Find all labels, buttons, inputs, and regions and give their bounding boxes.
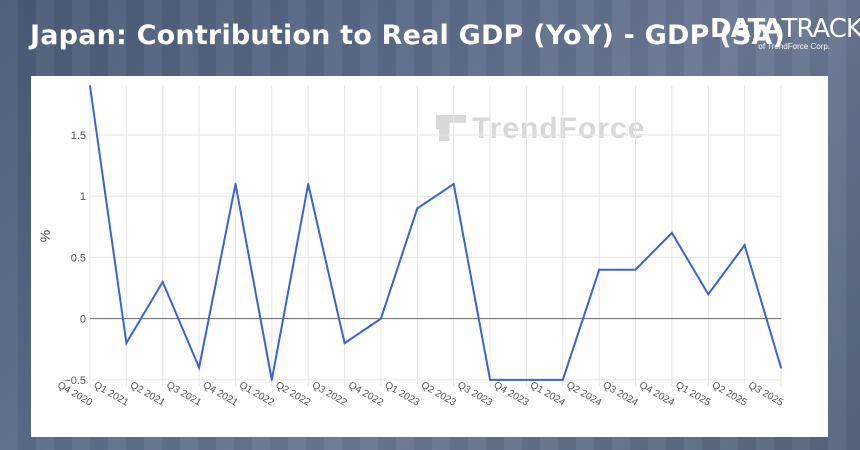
brand-track: TRACK: [781, 14, 860, 44]
data-point: [743, 244, 746, 247]
data-point: [561, 378, 564, 381]
x-tick-label: Q4 2021: [201, 380, 240, 409]
y-tick-label: 0: [80, 314, 86, 326]
x-tick-label: Q2 2024: [564, 380, 603, 409]
x-tick-label: Q3 2023: [455, 380, 494, 409]
x-tick-label: Q1 2025: [674, 380, 713, 409]
y-axis-label: %: [37, 230, 53, 242]
chart-title: Japan: Contribution to Real GDP (YoY) - …: [30, 20, 786, 51]
data-point: [525, 378, 528, 381]
x-tick-label: Q4 2022: [346, 380, 385, 409]
brand-data: DATA: [710, 14, 783, 44]
y-tick-label: 1.5: [71, 130, 86, 142]
y-tick-label: 1: [80, 191, 86, 203]
data-point: [634, 268, 637, 271]
data-point: [307, 182, 310, 185]
watermark-text: TrendForce: [472, 112, 646, 145]
data-point: [670, 231, 673, 234]
data-point: [234, 182, 237, 185]
data-point: [125, 342, 128, 345]
x-tick-label: Q3 2022: [310, 380, 349, 409]
data-point: [452, 182, 455, 185]
data-point: [780, 366, 782, 369]
data-point: [707, 293, 710, 296]
x-tick-label: Q4 2023: [492, 380, 531, 409]
x-tick-label: Q3 2024: [601, 380, 640, 409]
x-tick-label: Q4 2024: [637, 380, 676, 409]
x-tick-label: Q1 2022: [237, 380, 276, 409]
series-line: [89, 85, 782, 381]
y-tick-label: 0.5: [71, 252, 86, 264]
x-tick-label: Q1 2021: [92, 380, 131, 409]
x-tick-label: Q2 2025: [710, 380, 749, 409]
data-point: [198, 366, 201, 369]
data-point: [416, 207, 419, 210]
x-tick-label: Q3 2021: [164, 380, 203, 409]
data-point: [379, 317, 382, 320]
brand-wordmark: DATATRACK: [710, 14, 860, 44]
brand-logo: DATATRACK of TrendForce Corp.: [710, 14, 860, 64]
chart-panel: TrendForce −0.5 0 0.5 1 1.5% Q4 2020 Q1 2021 Q2…: [31, 76, 828, 437]
data-point: [598, 268, 601, 271]
brand-subtitle: of TrendForce Corp.: [758, 42, 830, 51]
x-tick-label: Q1 2024: [528, 380, 567, 409]
x-tick-label: Q2 2022: [273, 380, 312, 409]
watermark: TrendForce: [436, 112, 645, 146]
data-point: [89, 85, 91, 87]
data-point: [270, 378, 273, 381]
x-tick-label: Q2 2021: [128, 380, 167, 409]
data-point: [343, 342, 346, 345]
y-tick-label: −0.5: [64, 375, 86, 387]
data-point: [489, 378, 492, 381]
x-tick-label: Q2 2023: [419, 380, 458, 409]
x-tick-label: Q3 2025: [746, 380, 785, 409]
data-point: [161, 280, 164, 283]
x-tick-label: Q1 2023: [383, 380, 422, 409]
